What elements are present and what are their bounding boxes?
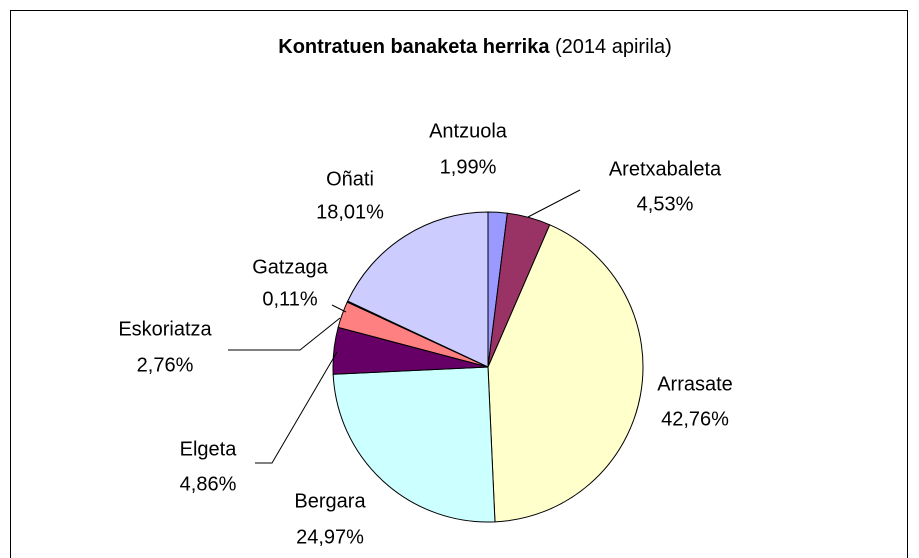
pie-slice bbox=[487, 224, 644, 523]
slice-value: 1,99% bbox=[440, 156, 497, 178]
slice-value: 24,97% bbox=[296, 526, 364, 548]
chart-subtitle: (2014 apirila) bbox=[555, 36, 672, 58]
slice-value: 4,86% bbox=[180, 473, 237, 495]
leader-line bbox=[255, 351, 338, 464]
pie-slice bbox=[347, 211, 489, 368]
pie-slice bbox=[332, 366, 496, 523]
slice-name: Antzuola bbox=[429, 120, 508, 142]
slice-name: Gatzaga bbox=[252, 256, 328, 278]
leader-line bbox=[527, 189, 581, 218]
leader-line bbox=[331, 304, 347, 313]
slice-value: 4,53% bbox=[637, 193, 694, 215]
chart-title: Kontratuen banaketa herrika bbox=[278, 36, 550, 58]
slice-name: Elgeta bbox=[180, 438, 238, 460]
slice-value: 0,11% bbox=[262, 288, 317, 310]
slice-value: 42,76% bbox=[661, 408, 729, 430]
slice-name: Arrasate bbox=[657, 373, 733, 395]
slice-name: Bergara bbox=[294, 490, 366, 512]
leader-line bbox=[228, 317, 341, 351]
slice-value: 18,01% bbox=[316, 201, 384, 223]
slice-value: 2,76% bbox=[137, 354, 194, 376]
slice-name: Oñati bbox=[326, 168, 374, 190]
slice-name: Eskoriatza bbox=[118, 318, 212, 340]
slice-name: Aretxabaleta bbox=[609, 158, 722, 180]
chart-heading: Kontratuen banaketa herrika (2014 apiril… bbox=[278, 36, 672, 58]
